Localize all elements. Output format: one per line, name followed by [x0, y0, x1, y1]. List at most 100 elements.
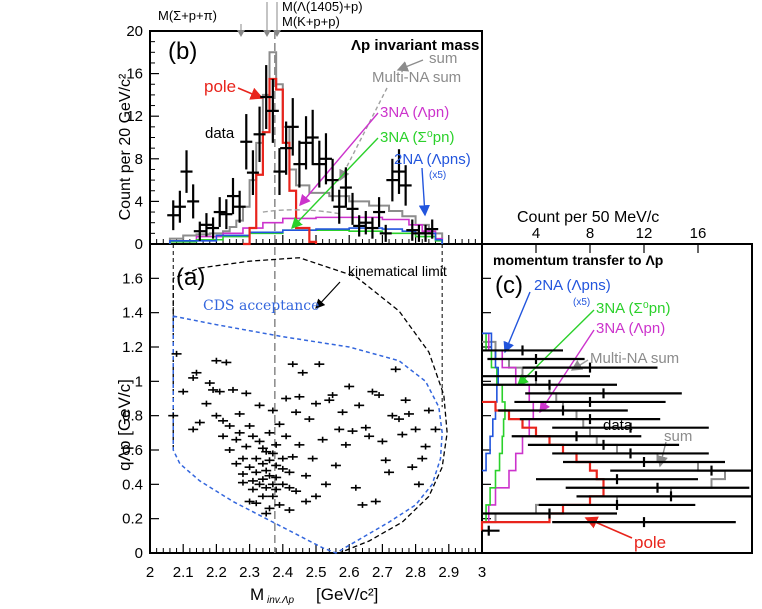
a-event-point [244, 464, 255, 471]
a-event-point [264, 457, 275, 464]
c-data-point [482, 345, 563, 356]
b-data-point [379, 224, 392, 242]
b-data-point [233, 190, 246, 223]
b-data-point [220, 199, 233, 230]
a-event-point [247, 477, 258, 484]
c-data-point [519, 414, 661, 425]
a-event-point [317, 436, 328, 443]
c-data-point [482, 508, 617, 519]
b-data-point [180, 150, 193, 193]
a-event-point [420, 443, 431, 450]
b-data-point [260, 65, 273, 129]
panel-b-ylabel: Count per 20 GeV/c² [117, 73, 134, 220]
a-event-point [211, 412, 222, 419]
b-data-point [326, 158, 339, 202]
y-tick-label: 0.6 [122, 442, 143, 459]
c-data-point [522, 362, 658, 373]
a-event-point [237, 455, 248, 462]
a-event-point [370, 498, 381, 505]
a-event-point [347, 428, 358, 435]
a-event-point [237, 471, 248, 478]
a-event-point [257, 460, 268, 467]
a-event-point [267, 450, 278, 457]
a-event-point [261, 510, 272, 517]
a-event-point [231, 436, 242, 443]
a-event-point [403, 410, 414, 417]
a-event-point [214, 388, 225, 395]
a-event-point [234, 429, 245, 436]
a-event-point [337, 409, 348, 416]
c-data-point [482, 371, 590, 382]
b-lpn-arrow [299, 112, 379, 207]
b-data-point [187, 184, 200, 219]
c-data-point [514, 396, 666, 407]
a-event-point [387, 412, 398, 419]
label-b-data: data [205, 125, 235, 142]
a-event-point [314, 361, 325, 368]
a-event-point [297, 369, 308, 376]
b-data-point [366, 217, 379, 239]
panel-c-frame [481, 243, 753, 554]
a-event-point [211, 357, 222, 364]
a-event-point [241, 443, 252, 450]
a-event-point [257, 476, 268, 483]
b-data-point [266, 78, 279, 143]
y-tick-label: 8 [135, 151, 143, 168]
a-event-point [254, 438, 265, 445]
a-event-point [377, 438, 388, 445]
a-event-point [231, 460, 242, 467]
c-s0pn-arrow [517, 309, 595, 386]
a-event-point [267, 481, 278, 488]
b-data-point [193, 221, 206, 241]
b-data-point [167, 200, 180, 231]
label-c-data: data [603, 417, 633, 434]
a-event-point [281, 433, 292, 440]
c-data-point [538, 499, 696, 510]
c-data-point [552, 422, 709, 433]
a-event-point [274, 501, 285, 508]
y-tick-label: 0.4 [122, 476, 143, 493]
a-event-point [271, 474, 282, 481]
a-event-point [384, 469, 395, 476]
x-tick-label: 3 [478, 564, 486, 581]
b-data-point [319, 133, 332, 185]
b-pole-hist [242, 77, 318, 246]
a-event-point [291, 488, 302, 495]
a-event-point [251, 455, 262, 462]
b-data-point [359, 210, 372, 235]
a-event-point [320, 481, 331, 488]
b-data-point [373, 197, 386, 227]
y-tick-label: 20 [126, 23, 143, 40]
a-kinematic-arrow [315, 281, 341, 309]
x-tick-label: 2.5 [306, 564, 327, 581]
x-tick-label: 2.2 [206, 564, 227, 581]
label-c-x5: (x5) [573, 297, 590, 308]
y-tick-label: 0 [135, 545, 143, 562]
a-event-point [257, 493, 268, 500]
a-event-point [327, 392, 338, 399]
panel-a-label: (a) [176, 264, 205, 291]
threshold-arrow-1 [237, 30, 245, 37]
a-event-point [251, 500, 262, 507]
a-event-point [277, 465, 288, 472]
x-tick-label: 4 [532, 225, 540, 242]
a-event-point [234, 410, 245, 417]
panel-a-ylabel: qΛp [GeV/c] [115, 379, 134, 471]
c-data-point [482, 379, 617, 390]
a-event-point [423, 407, 434, 414]
a-event-point [264, 505, 275, 512]
label-c-3na-lpn: 3NA (Λpn) [596, 320, 665, 337]
label-c-2na: 2NA (Λpns) [534, 277, 611, 294]
label-cds-acceptance: CDS acceptance [203, 298, 319, 314]
a-event-point [228, 386, 238, 393]
b-multi-na-arrow [339, 87, 388, 182]
a-event-point [277, 455, 288, 462]
a-event-point [257, 445, 268, 452]
a-event-point [218, 433, 229, 440]
x-tick-label: 2 [146, 564, 154, 581]
c-data-point [565, 482, 750, 493]
a-event-point [344, 383, 355, 390]
b-data-point [300, 116, 313, 170]
b-data-point [246, 150, 259, 196]
